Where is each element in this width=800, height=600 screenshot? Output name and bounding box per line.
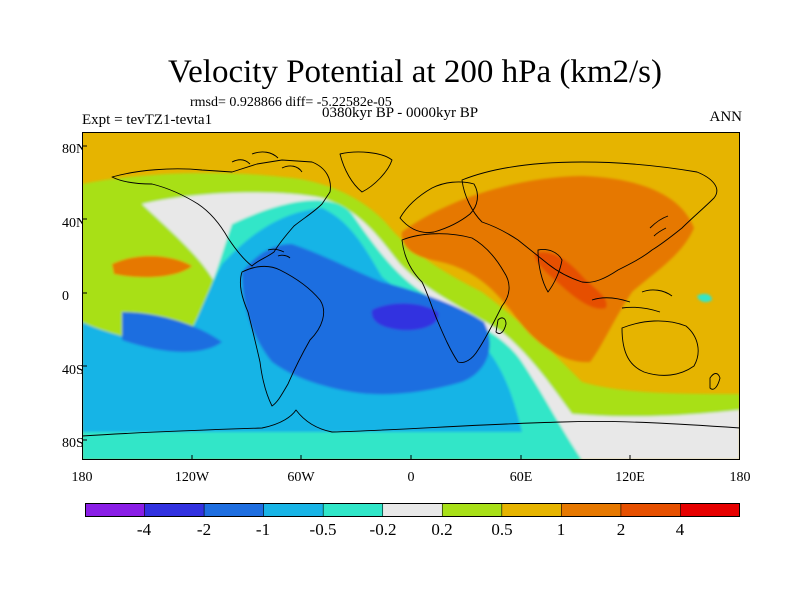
colorbar-cell — [441, 503, 503, 517]
stats-line: rmsd= 0.928866 diff= -5.22582e-05 — [190, 95, 392, 110]
colorbar-label: -4 — [136, 520, 152, 539]
field-2-to-4-core — [534, 252, 607, 309]
colorbar-frame — [85, 503, 740, 517]
lon-label-60w: 60W — [287, 470, 315, 485]
lon-label-120e: 120E — [615, 470, 645, 485]
experiment-label: Expt = tevTZ1-tevta1 — [82, 112, 213, 128]
colorbar-cells — [85, 503, 740, 517]
lat-label-eq: 0 — [62, 289, 69, 304]
colorbar-cell — [501, 503, 563, 517]
colorbar-cell — [144, 503, 205, 517]
axis-ticks — [82, 145, 631, 460]
colorbar-cell — [680, 503, 740, 517]
coast-asia — [461, 161, 718, 283]
field-neg0.5-spot — [697, 293, 712, 303]
colorbar-cell — [263, 503, 324, 517]
colorbar-label: 1 — [556, 520, 566, 539]
colorbar-cell — [203, 503, 265, 517]
coast-indonesia — [591, 289, 673, 313]
coast-india — [537, 249, 563, 293]
lon-label-120w: 120W — [174, 470, 210, 485]
colorbar-label: 0.2 — [431, 520, 453, 539]
colorbar-label: -0.2 — [369, 520, 397, 539]
field-polar-cap — [82, 132, 740, 160]
colorbar-cell — [620, 503, 682, 517]
field-neg1-to-neg2 — [122, 244, 490, 395]
lon-label-180e: 180 — [729, 470, 751, 485]
colorbar — [85, 503, 740, 517]
lon-label-180w: 180 — [71, 470, 93, 485]
coast-australia — [621, 320, 699, 376]
coast-antarctica — [82, 409, 740, 437]
coast-arctic-islands — [231, 151, 303, 173]
colorbar-cell — [382, 503, 444, 517]
colorbar-label: -2 — [196, 520, 212, 539]
lat-label-80s: 80S — [62, 436, 84, 451]
coast-new-zealand — [709, 373, 721, 390]
colorbar-label: -0.5 — [309, 520, 337, 539]
lat-label-40s: 40S — [62, 363, 84, 378]
map-title: Velocity Potential at 200 hPa (km2/s) — [167, 54, 663, 90]
lon-label-60e: 60E — [509, 470, 533, 485]
season-label: ANN — [709, 109, 743, 125]
field-neg2-to-neg4 — [371, 303, 439, 331]
coast-caribbean — [267, 248, 291, 259]
colorbar-cell — [322, 503, 384, 517]
colorbar-label: -1 — [255, 520, 271, 539]
field-1-to-2-pacific — [112, 255, 192, 278]
lat-label-40n: 40N — [62, 216, 87, 231]
coast-madagascar — [495, 317, 507, 335]
contour-fields — [82, 132, 740, 460]
lon-label-0: 0 — [407, 470, 415, 485]
colorbar-label: 0.5 — [491, 520, 513, 539]
coast-japan — [649, 215, 669, 237]
coast-north-america — [111, 159, 331, 267]
lat-label-80n: 80N — [62, 142, 87, 157]
coast-south-america — [239, 265, 324, 407]
colorbar-cell — [561, 503, 622, 517]
period-label: 0380kyr BP - 0000kyr BP — [322, 105, 479, 121]
coastlines — [82, 151, 740, 437]
coast-greenland — [339, 151, 393, 193]
colorbar-label: 2 — [616, 520, 626, 539]
velocity-potential-map — [82, 132, 740, 460]
coast-africa — [401, 233, 510, 363]
coast-europe — [399, 181, 478, 233]
colorbar-label: 4 — [675, 520, 685, 539]
colorbar-cell — [85, 503, 146, 517]
